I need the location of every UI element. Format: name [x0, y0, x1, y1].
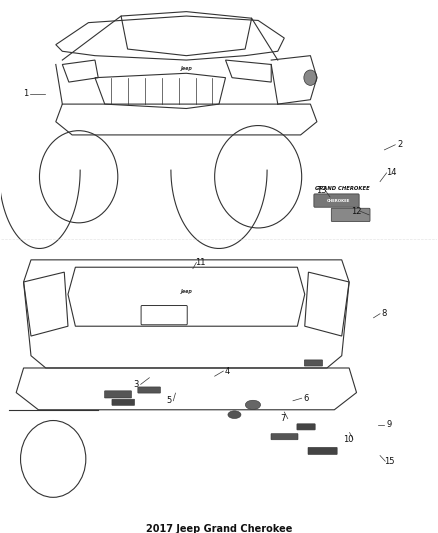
- FancyBboxPatch shape: [297, 424, 315, 430]
- Text: 6: 6: [304, 394, 309, 403]
- FancyBboxPatch shape: [105, 391, 131, 398]
- Text: 9: 9: [386, 421, 392, 429]
- Text: 1: 1: [23, 89, 28, 98]
- Text: CHEROKEE: CHEROKEE: [327, 199, 350, 203]
- Text: 7: 7: [281, 414, 286, 423]
- FancyBboxPatch shape: [112, 399, 134, 406]
- Text: 2017 Jeep Grand Cherokee: 2017 Jeep Grand Cherokee: [146, 523, 292, 533]
- FancyBboxPatch shape: [271, 434, 298, 440]
- Text: Jeep: Jeep: [180, 67, 192, 71]
- Text: 3: 3: [134, 380, 139, 389]
- Text: 15: 15: [385, 457, 395, 466]
- FancyBboxPatch shape: [138, 387, 160, 393]
- FancyBboxPatch shape: [308, 447, 337, 455]
- Text: 11: 11: [195, 258, 206, 267]
- Text: 5: 5: [166, 396, 172, 405]
- Text: 4: 4: [225, 367, 230, 376]
- Text: 13: 13: [316, 187, 327, 195]
- Circle shape: [304, 70, 317, 85]
- FancyBboxPatch shape: [331, 208, 370, 222]
- Text: Jeep: Jeep: [180, 289, 192, 294]
- Text: 2: 2: [397, 140, 402, 149]
- Text: 14: 14: [386, 168, 396, 177]
- Ellipse shape: [228, 411, 241, 418]
- FancyBboxPatch shape: [304, 360, 322, 366]
- Text: GRAND CHEROKEE: GRAND CHEROKEE: [315, 186, 370, 191]
- Ellipse shape: [245, 400, 261, 409]
- Text: 8: 8: [381, 309, 387, 318]
- FancyBboxPatch shape: [314, 194, 359, 207]
- Text: 12: 12: [351, 207, 361, 216]
- Text: 10: 10: [343, 434, 354, 443]
